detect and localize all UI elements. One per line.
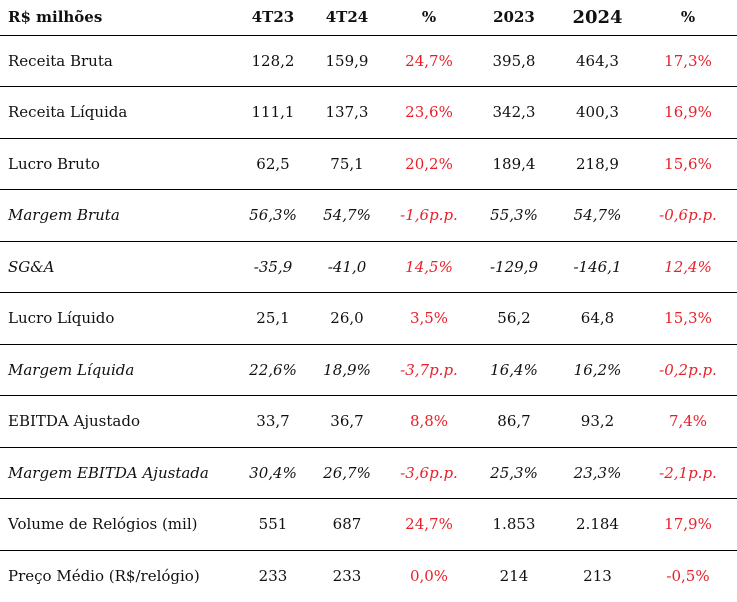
row-label: Receita Líquida: [0, 86, 238, 139]
cell-pct-quarter: -3,6p.p.: [386, 447, 472, 499]
cell-2023: 1.853: [472, 498, 556, 551]
cell-4t23: 233: [258, 567, 288, 585]
cell-4t24: -41,0: [308, 241, 386, 293]
row-label: Receita Bruta: [0, 35, 238, 87]
table-row: Preço Médio (R$/relógio) 233 233 0,0% 214 213…: [0, 550, 737, 602]
row-label: Margem Líquida: [0, 344, 238, 396]
cell-pct-year: 12,4%: [639, 241, 737, 293]
cell-2023: 395,8: [472, 35, 556, 87]
cell-4t24: 159,9: [308, 35, 386, 87]
cell-2024: 464,3: [556, 35, 639, 87]
cell-2024: 16,2%: [556, 344, 639, 396]
cell-pct-year: -0,2p.p.: [639, 344, 737, 396]
cell-2023: 214: [499, 567, 529, 585]
cell-2024: 23,3%: [556, 447, 639, 499]
row-label: Lucro Líquido: [0, 292, 238, 345]
cell-pct-quarter: 24,7%: [386, 35, 472, 87]
cell-4t24: 137,3: [308, 86, 386, 139]
cell-2023: 25,3%: [472, 447, 556, 499]
cell-4t23: 25,1: [238, 292, 308, 345]
table-row: SG&A -35,9 -41,0 14,5% -129,9 -146,1 12,4%: [0, 241, 737, 293]
cell-pct-quarter: -1,6p.p.: [386, 189, 472, 242]
cell-2023: -129,9: [472, 241, 556, 293]
cell-pct-year: 15,6%: [639, 138, 737, 190]
cell-2024: 400,3: [556, 86, 639, 139]
table-row: Receita Líquida 111,1 137,3 23,6% 342,3 400,3…: [0, 86, 737, 139]
cell-2024: 93,2: [556, 395, 639, 448]
cell-4t23: -35,9: [238, 241, 308, 293]
cell-2024: 213: [583, 567, 612, 585]
cell-2023: 342,3: [472, 86, 556, 139]
table-row: Lucro Bruto 62,5 75,1 20,2% 189,4 218,9 15,6%: [0, 138, 737, 190]
cell-2023: 86,7: [472, 395, 556, 448]
cell-4t23: 22,6%: [238, 344, 308, 396]
cell-4t24: 26,7%: [308, 447, 386, 499]
table-row: Lucro Líquido 25,1 26,0 3,5% 56,2 64,8 15,3%: [0, 292, 737, 345]
cell-pct-quarter: 0,0%: [409, 567, 449, 585]
cell-4t23: 56,3%: [238, 189, 308, 242]
cell-pct-year: -0,5%: [666, 567, 710, 585]
cell-4t23: 551: [238, 498, 308, 551]
cell-pct-quarter: 24,7%: [386, 498, 472, 551]
cell-4t23: 111,1: [238, 86, 308, 139]
row-label: Lucro Bruto: [0, 138, 238, 190]
cell-pct-year: 15,3%: [639, 292, 737, 345]
table-row: Volume de Relógios (mil) 551 687 24,7% 1.853…: [0, 498, 737, 551]
header-2024: 2024: [556, 0, 639, 36]
cell-4t24: 26,0: [308, 292, 386, 345]
cell-2023: 55,3%: [472, 189, 556, 242]
cell-4t24: 75,1: [308, 138, 386, 190]
cell-pct-year: 16,9%: [639, 86, 737, 139]
table-row: EBITDA Ajustado 33,7 36,7 8,8% 86,7 93,2 7,4%: [0, 395, 737, 448]
table-body: Receita Bruta 128,2 159,9 24,7% 395,8 464,3 17…: [0, 35, 737, 602]
header-label-column: R$ milhões: [0, 0, 238, 36]
table-row: Margem Bruta 56,3% 54,7% -1,6p.p. 55,3% 54,7%…: [0, 189, 737, 242]
row-label: SG&A: [0, 241, 238, 293]
cell-2023: 16,4%: [472, 344, 556, 396]
header-pct-year: %: [639, 0, 737, 36]
cell-4t23: 30,4%: [238, 447, 308, 499]
header-4t23: 4T23: [238, 0, 308, 36]
cell-4t24: 36,7: [308, 395, 386, 448]
cell-pct-quarter: 14,5%: [386, 241, 472, 293]
header-4t24: 4T24: [308, 0, 386, 36]
cell-2024: 2.184: [556, 498, 639, 551]
table-row: Margem Líquida 22,6% 18,9% -3,7p.p. 16,4% 16,…: [0, 344, 737, 396]
table-row: Margem EBITDA Ajustada 30,4% 26,7% -3,6p.p.…: [0, 447, 737, 499]
cell-4t24: 18,9%: [308, 344, 386, 396]
cell-pct-year: -0,6p.p.: [639, 189, 737, 242]
cell-2023: 189,4: [472, 138, 556, 190]
cell-4t24: 54,7%: [308, 189, 386, 242]
cell-4t24: 687: [308, 498, 386, 551]
cell-pct-quarter: 3,5%: [386, 292, 472, 345]
header-pct-quarter: %: [386, 0, 472, 36]
cell-4t23: 62,5: [238, 138, 308, 190]
table-row: Receita Bruta 128,2 159,9 24,7% 395,8 464,3 17…: [0, 35, 737, 87]
row-label: Preço Médio (R$/relógio): [8, 567, 200, 585]
cell-pct-year: -2,1p.p.: [639, 447, 737, 499]
cell-2024: 218,9: [556, 138, 639, 190]
cell-pct-year: 17,9%: [639, 498, 737, 551]
row-label: Volume de Relógios (mil): [0, 498, 238, 551]
cell-pct-year: 7,4%: [639, 395, 737, 448]
cell-pct-quarter: 23,6%: [386, 86, 472, 139]
cell-2024: 64,8: [556, 292, 639, 345]
cell-pct-quarter: -3,7p.p.: [386, 344, 472, 396]
header-2023: 2023: [472, 0, 556, 36]
table-header-row: R$ milhões 4T23 4T24 % 2023 2024 %: [0, 0, 737, 36]
cell-4t24: 233: [332, 567, 362, 585]
cell-pct-quarter: 8,8%: [386, 395, 472, 448]
row-label: Margem Bruta: [0, 189, 238, 242]
cell-2023: 56,2: [472, 292, 556, 345]
cell-4t23: 128,2: [238, 35, 308, 87]
cell-4t23: 33,7: [238, 395, 308, 448]
cell-2024: -146,1: [556, 241, 639, 293]
cell-pct-quarter: 20,2%: [386, 138, 472, 190]
row-label: EBITDA Ajustado: [0, 395, 238, 448]
cell-pct-year: 17,3%: [639, 35, 737, 87]
row-label: Margem EBITDA Ajustada: [0, 447, 238, 499]
cell-2024: 54,7%: [556, 189, 639, 242]
